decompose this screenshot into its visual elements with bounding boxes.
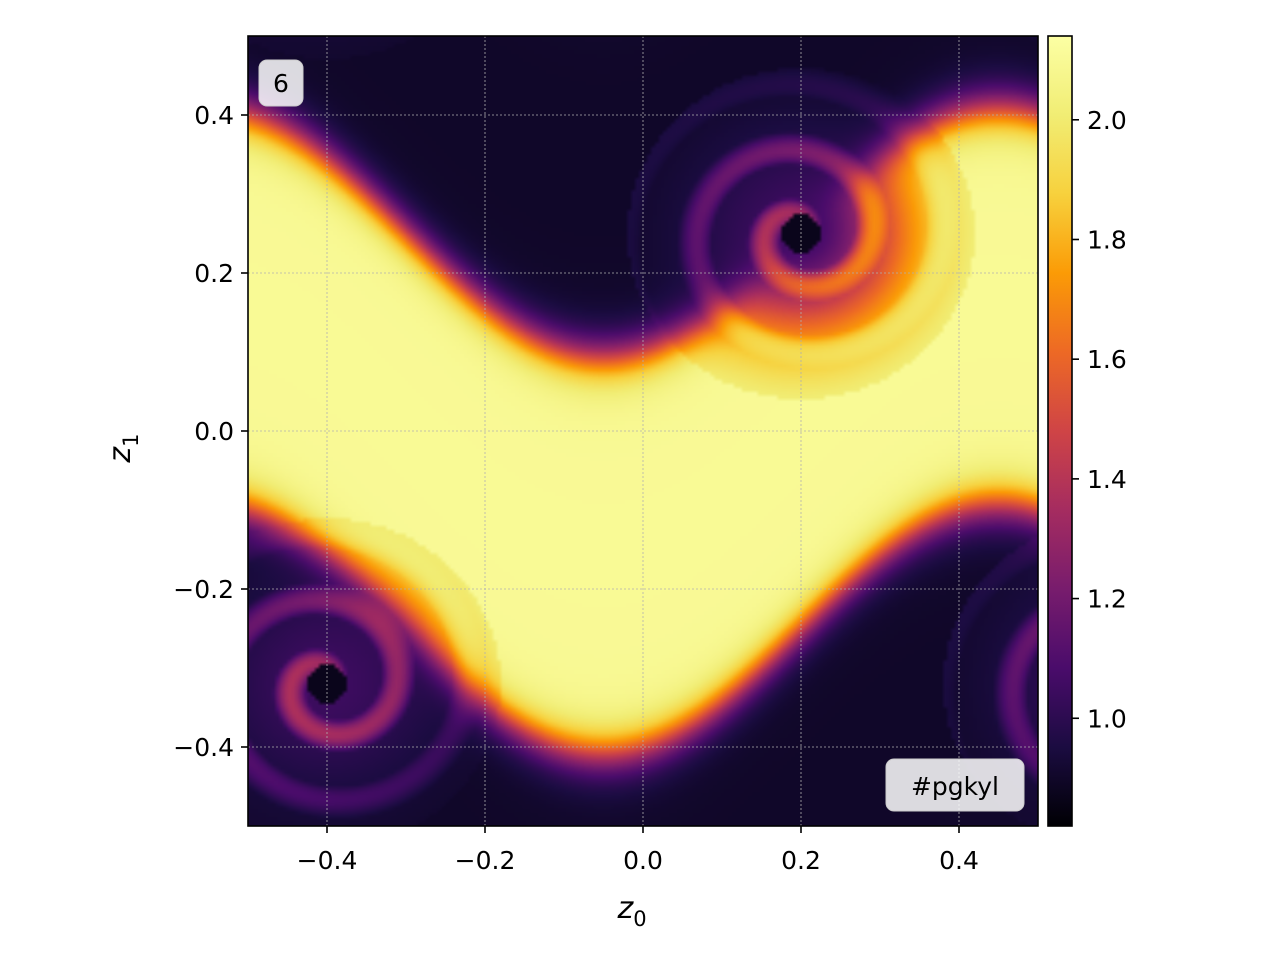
x-tick-label-0: −0.4 [297, 846, 358, 875]
y-tick-label-4: 0.4 [194, 101, 234, 130]
y-axis: −0.4 −0.2 0.0 0.2 0.4 [173, 101, 248, 762]
x-axis-label: z0 [616, 891, 646, 931]
watermark-text: #pgkyl [911, 772, 999, 801]
x-axis-label-sub: 0 [633, 907, 646, 931]
colorbar: 1.0 1.2 1.4 1.6 1.8 2.0 [1047, 35, 1127, 827]
watermark-badge: #pgkyl [885, 758, 1025, 812]
colorbar-fill [1048, 36, 1072, 826]
colorbar-frame [1047, 35, 1073, 827]
frame-label-badge: 6 [258, 59, 304, 107]
colorbar-tick-label-5: 2.0 [1087, 106, 1127, 135]
y-axis-label: z1 [103, 433, 143, 463]
colorbar-tick-label-2: 1.4 [1087, 465, 1127, 494]
colorbar-ticks: 1.0 1.2 1.4 1.6 1.8 2.0 [1072, 106, 1127, 733]
x-tick-label-1: −0.2 [455, 846, 516, 875]
heatmap-plot-area [248, 36, 1038, 826]
x-axis: −0.4 −0.2 0.0 0.2 0.4 [297, 826, 979, 875]
y-tick-label-0: −0.4 [173, 733, 234, 762]
x-axis-label-main: z [616, 891, 634, 926]
x-tick-label-2: 0.0 [623, 846, 663, 875]
y-tick-label-3: 0.2 [194, 259, 234, 288]
colorbar-tick-label-1: 1.2 [1087, 585, 1127, 614]
y-axis-label-sub: 1 [119, 433, 143, 446]
y-axis-label-main: z [103, 446, 138, 464]
frame-label: 6 [273, 69, 289, 98]
heatmap-image [248, 36, 1038, 826]
colorbar-tick-label-0: 1.0 [1087, 704, 1127, 733]
y-tick-label-1: −0.2 [173, 575, 234, 604]
y-tick-label-2: 0.0 [194, 417, 234, 446]
colorbar-tick-label-4: 1.8 [1087, 225, 1127, 254]
x-tick-label-4: 0.4 [939, 846, 979, 875]
colorbar-tick-label-3: 1.6 [1087, 345, 1127, 374]
x-tick-label-3: 0.2 [781, 846, 821, 875]
